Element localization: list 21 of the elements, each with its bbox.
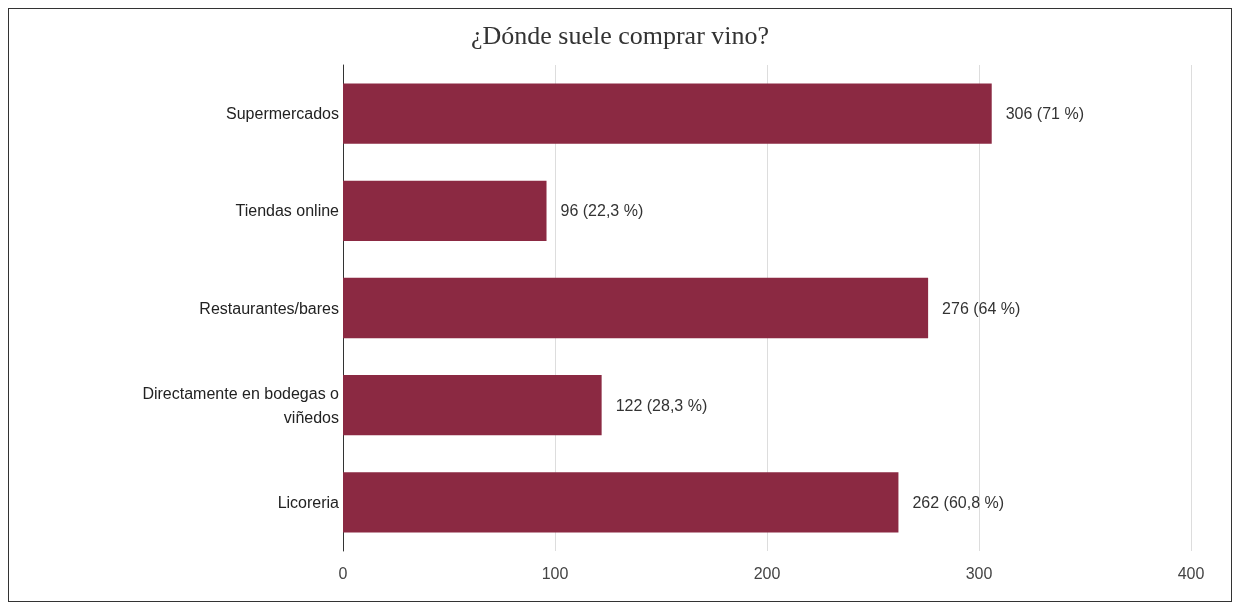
- chart-title: ¿Dónde suele comprar vino?: [470, 20, 770, 50]
- data-label: 122 (28,3 %): [615, 396, 708, 414]
- bar: [343, 277, 929, 339]
- data-label: 276 (64 %): [942, 299, 1021, 317]
- y-tick-label: Directamente en bodegas o viñedos: [142, 384, 340, 426]
- y-tick-label: Tiendas online: [235, 202, 340, 220]
- x-tick-label: 300: [965, 564, 993, 582]
- y-tick-label: Licoreria: [277, 493, 340, 511]
- data-label: 306 (71 %): [1005, 105, 1084, 123]
- bar: [343, 375, 602, 436]
- x-tick-label: 0: [338, 564, 348, 582]
- x-tick-label: 200: [753, 564, 781, 582]
- y-tick-label: Supermercados: [226, 105, 339, 123]
- bar: [343, 180, 547, 241]
- x-tick-label: 400: [1177, 564, 1205, 582]
- bar: [343, 472, 899, 533]
- x-tick-label: 100: [541, 564, 569, 582]
- data-label: 96 (22,3 %): [560, 202, 644, 220]
- bar: [343, 83, 992, 144]
- y-tick-label: Restaurantes/bares: [199, 299, 339, 317]
- data-label: 262 (60,8 %): [912, 493, 1005, 511]
